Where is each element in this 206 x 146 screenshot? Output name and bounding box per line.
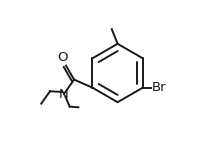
- Text: Br: Br: [152, 81, 166, 94]
- Text: N: N: [59, 88, 69, 101]
- Text: O: O: [57, 51, 68, 64]
